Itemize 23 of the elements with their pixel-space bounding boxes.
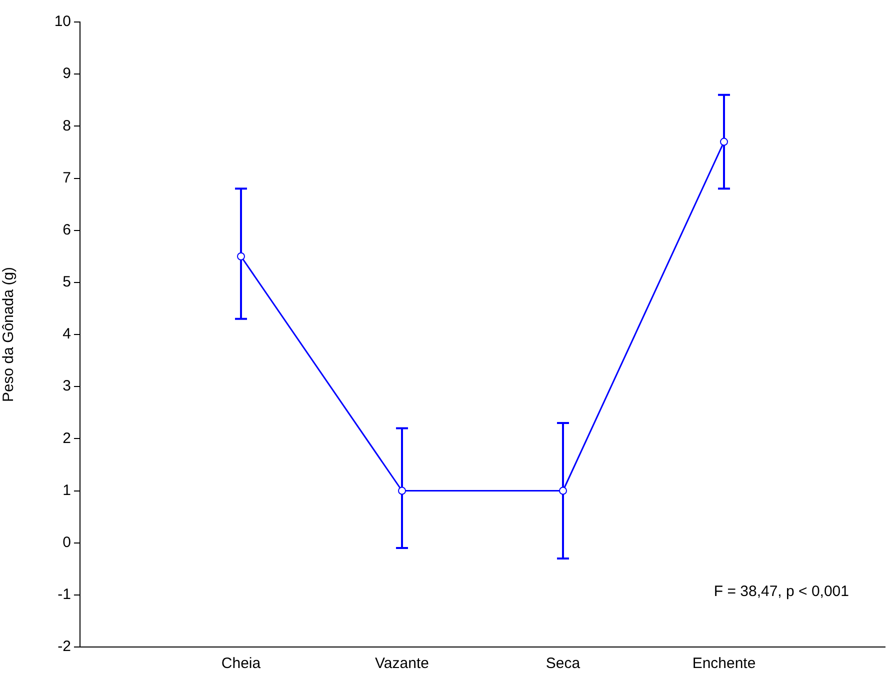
y-tick-label: 3	[62, 378, 71, 395]
x-tick-label: Cheia	[221, 655, 262, 672]
y-tick-label: 9	[62, 65, 71, 82]
point	[237, 252, 245, 260]
annotation: F = 38,47, p < 0,001	[714, 583, 849, 600]
y-axis-title: Peso da Gônada (g)	[0, 266, 18, 402]
x-tick-label: Enchente	[692, 655, 756, 672]
point	[720, 138, 728, 146]
y-tick-label: 7	[62, 169, 71, 186]
x-tick-label: Vazante	[375, 655, 429, 672]
y-tick-label: 2	[62, 430, 71, 447]
y-tick-label: 1	[62, 482, 71, 499]
x-tick-label: Seca	[546, 655, 581, 672]
y-tick-label: 8	[62, 117, 71, 134]
y-tick-label: 10	[54, 13, 71, 30]
y-tick-label: 4	[62, 326, 71, 343]
y-tick-label: -1	[58, 586, 71, 604]
y-tick-label: 6	[62, 221, 71, 238]
point	[559, 486, 567, 495]
y-tick-label: 0	[62, 534, 71, 551]
point	[398, 486, 406, 495]
y-tick-label: 5	[62, 274, 71, 291]
y-tick-label: -2	[58, 638, 71, 656]
